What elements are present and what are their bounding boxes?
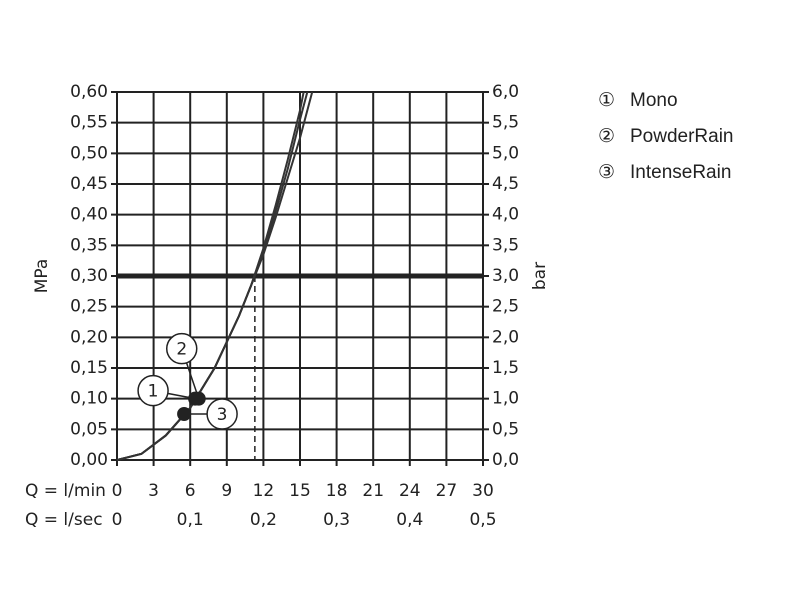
y2-tick-label: 4,5 xyxy=(492,174,519,194)
x-tick-label: 3 xyxy=(148,481,159,501)
annotation-point xyxy=(191,391,206,406)
x2-tick-label: 0,1 xyxy=(177,510,204,530)
legend-symbol: ② xyxy=(598,126,615,147)
y2-tick-label: 3,5 xyxy=(492,235,519,255)
y-tick-label: 0,60 xyxy=(70,82,108,102)
x-tick-label: 27 xyxy=(436,481,458,501)
y2-tick-label: 1,5 xyxy=(492,358,519,378)
x-tick-label: 30 xyxy=(472,481,494,501)
y2-tick-label: 5,0 xyxy=(492,143,519,163)
y2-tick-label: 5,5 xyxy=(492,113,519,133)
y-tick-label: 0,45 xyxy=(70,174,108,194)
callout-label: 2 xyxy=(176,340,187,360)
y2-tick-label: 6,0 xyxy=(492,82,519,102)
x-tick-label: 9 xyxy=(221,481,232,501)
y2-tick-label: 2,5 xyxy=(492,297,519,317)
legend-symbol: ③ xyxy=(598,162,615,183)
callout-circle xyxy=(165,332,198,365)
y2-tick-label: 1,0 xyxy=(492,389,519,409)
y-tick-label: 0,55 xyxy=(70,113,108,133)
y2-axis-label: bar xyxy=(530,262,550,290)
legend-label: PowderRain xyxy=(630,126,734,147)
x-tick-label: 24 xyxy=(399,481,421,501)
y2-tick-label: 3,0 xyxy=(492,266,519,286)
legend: ① Mono ② PowderRain ③ IntenseRain xyxy=(598,90,734,183)
legend-label: Mono xyxy=(630,90,678,111)
x2-axis-label: Q = l/sec xyxy=(25,510,103,530)
x-tick-label: 12 xyxy=(253,481,275,501)
callout-label: 3 xyxy=(217,405,228,425)
y-tick-label: 0,25 xyxy=(70,297,108,317)
x-tick-label: 21 xyxy=(362,481,384,501)
x-axis-label: Q = l/min xyxy=(25,481,106,501)
callout-circle xyxy=(206,398,238,430)
callout-circle xyxy=(137,374,169,407)
legend-label: IntenseRain xyxy=(630,162,731,183)
y-axis-label: MPa xyxy=(32,259,52,294)
y2-tick-label: 2,0 xyxy=(492,327,519,347)
series-line xyxy=(116,91,305,461)
y2-tick-label: 4,0 xyxy=(492,205,519,225)
x-tick-label: 6 xyxy=(185,481,196,501)
y-tick-label: 0,50 xyxy=(70,143,108,163)
x-tick-label: 18 xyxy=(326,481,348,501)
y-tick-label: 0,40 xyxy=(70,205,108,225)
y-tick-label: 0,15 xyxy=(70,358,108,378)
x2-tick-label: 0,2 xyxy=(250,510,277,530)
y-tick-label: 0,30 xyxy=(70,266,108,286)
x-tick-label: 0 xyxy=(112,481,123,501)
callout-label: 1 xyxy=(148,382,159,402)
y2-tick-label: 0,0 xyxy=(492,450,519,470)
x2-tick-label: 0,4 xyxy=(396,510,423,530)
x2-tick-label: 0 xyxy=(112,510,123,530)
annotation-point xyxy=(177,407,192,421)
y-tick-label: 0,00 xyxy=(70,450,108,470)
x-tick-label: 15 xyxy=(289,481,311,501)
y-tick-label: 0,05 xyxy=(70,419,108,439)
y-tick-label: 0,35 xyxy=(70,235,108,255)
legend-symbol: ① xyxy=(598,90,615,111)
y-tick-label: 0,10 xyxy=(70,389,108,409)
x2-tick-label: 0,5 xyxy=(469,510,496,530)
y2-tick-label: 0,5 xyxy=(492,419,519,439)
y-tick-label: 0,20 xyxy=(70,327,108,347)
x2-tick-label: 0,3 xyxy=(323,510,350,530)
